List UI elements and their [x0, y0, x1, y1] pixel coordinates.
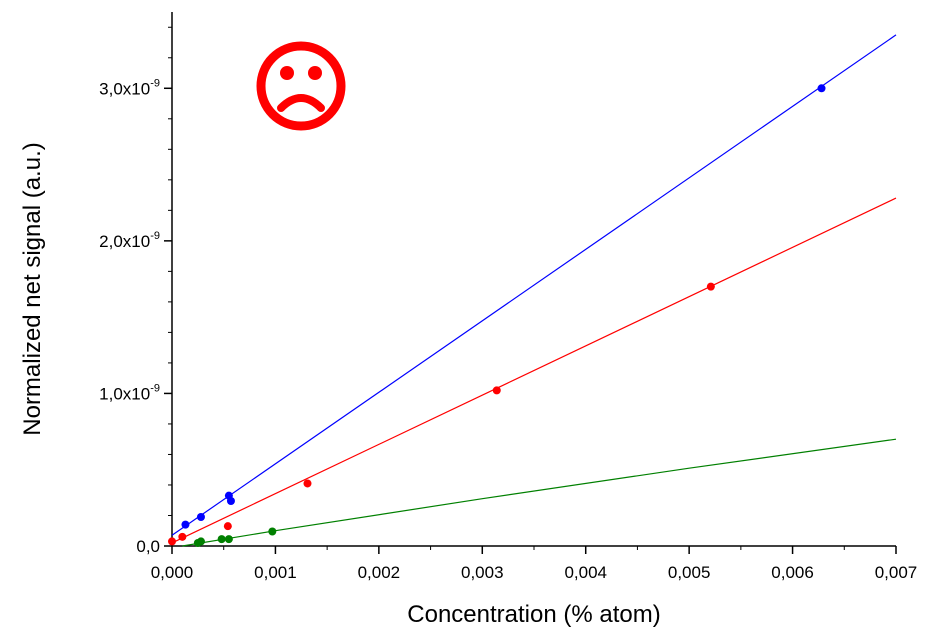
- x-tick-label: 0,005: [668, 563, 711, 582]
- data-points: [168, 84, 826, 547]
- data-point: [168, 537, 176, 546]
- data-point: [178, 532, 187, 541]
- data-point: [223, 522, 232, 531]
- y-tick-label: 2,0x10-9: [99, 230, 160, 251]
- frown-mouth: [277, 94, 325, 112]
- x-tick-label: 0,002: [358, 563, 401, 582]
- data-point: [706, 282, 715, 291]
- x-tick-label: 0,003: [461, 563, 504, 582]
- y-tick-label: 1,0x10-9: [99, 382, 160, 403]
- fit-line: [182, 438, 897, 547]
- axes: [164, 12, 897, 554]
- x-tick-label: 0,007: [875, 563, 918, 582]
- y-tick-label: 3,0x10-9: [99, 77, 160, 98]
- data-point: [268, 527, 277, 536]
- left-eye: [280, 66, 294, 80]
- right-eye: [308, 66, 322, 80]
- data-point: [817, 84, 826, 93]
- data-point: [224, 535, 233, 544]
- x-tick-label: 0,000: [151, 563, 194, 582]
- data-point: [217, 535, 226, 544]
- fit-line: [171, 197, 897, 544]
- data-point: [181, 520, 190, 529]
- data-point: [303, 479, 312, 488]
- y-tick-label: 0,0: [136, 537, 160, 556]
- data-point: [226, 496, 235, 505]
- data-point: [196, 537, 205, 546]
- x-tick-label: 0,006: [771, 563, 814, 582]
- x-tick-label: 0,001: [254, 563, 297, 582]
- y-axis-title: Normalized net signal (a.u.): [19, 142, 46, 435]
- fit-line: [171, 34, 897, 536]
- fit-lines: [171, 34, 897, 547]
- tick-labels: 0,000 0,001 0,002 0,003 0,004 0,005 0,006 0,007…: [99, 77, 917, 582]
- face-outline: [256, 41, 346, 131]
- x-axis-title: Concentration (% atom): [407, 601, 660, 628]
- sad-face-icon: [256, 41, 346, 131]
- data-point: [492, 386, 501, 395]
- data-point: [196, 513, 205, 522]
- x-tick-label: 0,004: [564, 563, 607, 582]
